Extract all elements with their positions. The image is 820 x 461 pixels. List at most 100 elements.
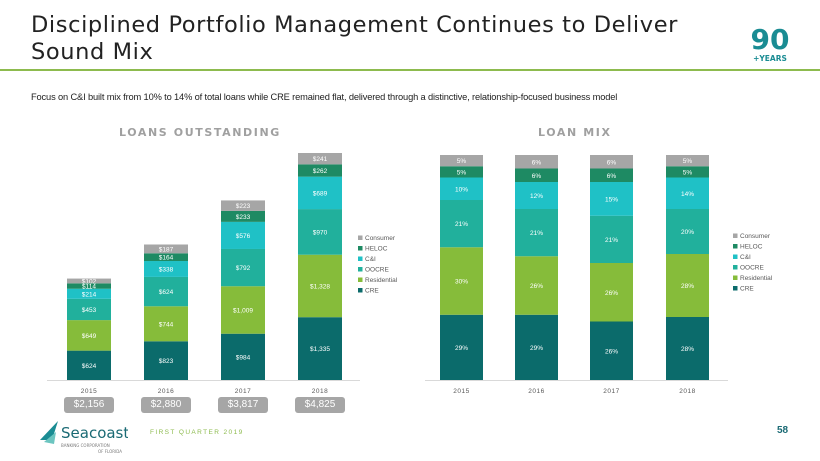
mix-data-label: 30% (455, 279, 468, 286)
mix-data-label: 12% (530, 193, 543, 200)
mix-data-label: 29% (455, 345, 468, 352)
outstanding-data-label: $241 (313, 156, 328, 163)
mix-data-label: 26% (605, 290, 618, 297)
mix-legend-swatch-heloc (733, 244, 738, 249)
outstanding-legend-swatch-cre (358, 288, 363, 293)
title-divider (0, 69, 820, 71)
outstanding-bar-cre-2016 (144, 341, 188, 380)
mix-data-label: 21% (455, 221, 468, 228)
mix-data-label: 14% (681, 191, 694, 198)
mix-bar-consumer-2015 (440, 155, 483, 167)
mix-legend-swatch-consumer (733, 233, 738, 238)
outstanding-bar-heloc-2018 (298, 164, 342, 177)
outstanding-x-tick-label: 2017 (235, 388, 251, 395)
mix-bar-residential-2015 (440, 247, 483, 315)
mix-x-tick-label: 2016 (528, 388, 544, 395)
mix-legend-label-consumer: Consumer (740, 233, 771, 240)
outstanding-x-tick-label: 2016 (158, 388, 174, 395)
mix-legend-swatch-cre (733, 286, 738, 291)
total-loans-2016: $2,880 (141, 397, 191, 413)
mix-bar-heloc-2015 (440, 166, 483, 178)
outstanding-bar-heloc-2015 (67, 283, 111, 289)
outstanding-bar-cre-2017 (221, 333, 265, 380)
mix-data-label: 29% (530, 345, 543, 352)
outstanding-bar-heloc-2016 (144, 253, 188, 262)
outstanding-legend-swatch-oocre (358, 267, 363, 272)
outstanding-data-label: $223 (236, 203, 251, 210)
outstanding-bar-cre-2015 (67, 350, 111, 380)
outstanding-data-label: $576 (236, 233, 251, 240)
mix-data-label: 6% (532, 173, 542, 180)
mix-legend-label-oocre: OOCRE (740, 265, 765, 272)
mix-legend-label-heloc: HELOC (740, 244, 763, 251)
mix-bar-residential-2016 (515, 256, 558, 315)
outstanding-legend-label-oocre: OOCRE (365, 267, 390, 274)
outstanding-data-label: $689 (313, 190, 328, 197)
mix-data-label: 26% (530, 283, 543, 290)
outstanding-data-label: $187 (159, 246, 174, 253)
outstanding-data-label: $338 (159, 266, 174, 273)
mix-data-label: 5% (683, 158, 693, 165)
outstanding-bar-candi-2018 (298, 176, 342, 210)
outstanding-data-label: $453 (82, 307, 97, 314)
mix-bar-consumer-2016 (515, 155, 558, 169)
badge-number: 90 (751, 23, 790, 56)
outstanding-data-label: $624 (159, 289, 174, 296)
outstanding-bar-consumer-2015 (67, 278, 111, 284)
report-period: FIRST QUARTER 2019 (150, 429, 244, 436)
mix-bar-candi-2015 (440, 177, 483, 200)
outstanding-bar-residential-2018 (298, 254, 342, 318)
outstanding-x-tick-label: 2015 (81, 388, 97, 395)
outstanding-bar-residential-2017 (221, 286, 265, 334)
mix-legend-label-candi: C&I (740, 254, 751, 261)
loans-outstanding-title: LOANS OUTSTANDING (119, 126, 281, 139)
outstanding-data-label: $233 (236, 214, 251, 221)
mix-bar-residential-2018 (666, 254, 709, 317)
outstanding-data-label: $823 (159, 358, 174, 365)
outstanding-x-tick-label: 2018 (312, 388, 328, 395)
mix-data-label: 20% (681, 229, 694, 236)
outstanding-bar-residential-2015 (67, 320, 111, 351)
outstanding-bar-cre-2018 (298, 317, 342, 380)
outstanding-data-label: $970 (313, 229, 328, 236)
outstanding-bar-oocre-2018 (298, 209, 342, 255)
mix-bar-heloc-2018 (666, 166, 709, 178)
logo-name: Seacoast (61, 424, 128, 442)
mix-data-label: 5% (457, 169, 467, 176)
outstanding-legend-label-residential: Residential (365, 277, 398, 284)
mix-data-label: 6% (532, 159, 542, 166)
mix-bar-candi-2017 (590, 182, 633, 216)
outstanding-legend-label-consumer: Consumer (365, 235, 396, 242)
mix-bar-heloc-2017 (590, 168, 633, 182)
total-loans-2015: $2,156 (64, 397, 114, 413)
mix-data-label: 26% (605, 348, 618, 355)
outstanding-legend-label-cre: CRE (365, 288, 379, 295)
page-number: 58 (777, 425, 789, 436)
mix-bar-residential-2017 (590, 263, 633, 322)
outstanding-data-label: $262 (313, 168, 328, 175)
mix-legend-label-residential: Residential (740, 275, 773, 282)
outstanding-data-label: $114 (82, 284, 96, 291)
mix-bar-cre-2017 (590, 321, 633, 380)
outstanding-bar-oocre-2015 (67, 298, 111, 321)
outstanding-bar-consumer-2016 (144, 244, 188, 254)
outstanding-legend-swatch-candi (358, 256, 363, 261)
outstanding-bar-candi-2017 (221, 221, 265, 249)
mix-legend-label-cre: CRE (740, 286, 754, 293)
mix-x-tick-label: 2018 (679, 388, 695, 395)
outstanding-data-label: $984 (236, 354, 251, 361)
outstanding-data-label: $624 (82, 363, 97, 370)
mix-bar-cre-2018 (666, 317, 709, 380)
mix-bar-consumer-2018 (666, 155, 709, 167)
outstanding-data-label: $1,009 (233, 307, 253, 314)
outstanding-legend-swatch-residential (358, 277, 363, 282)
outstanding-bar-heloc-2017 (221, 210, 265, 222)
outstanding-bar-consumer-2017 (221, 200, 265, 211)
mix-bar-heloc-2016 (515, 168, 558, 182)
mix-data-label: 21% (530, 230, 543, 237)
outstanding-data-label: $1,335 (310, 346, 330, 353)
outstanding-bar-residential-2016 (144, 306, 188, 342)
outstanding-data-label: $214 (82, 291, 97, 298)
slide-subtitle: Focus on C&I built mix from 10% to 14% o… (31, 92, 618, 102)
